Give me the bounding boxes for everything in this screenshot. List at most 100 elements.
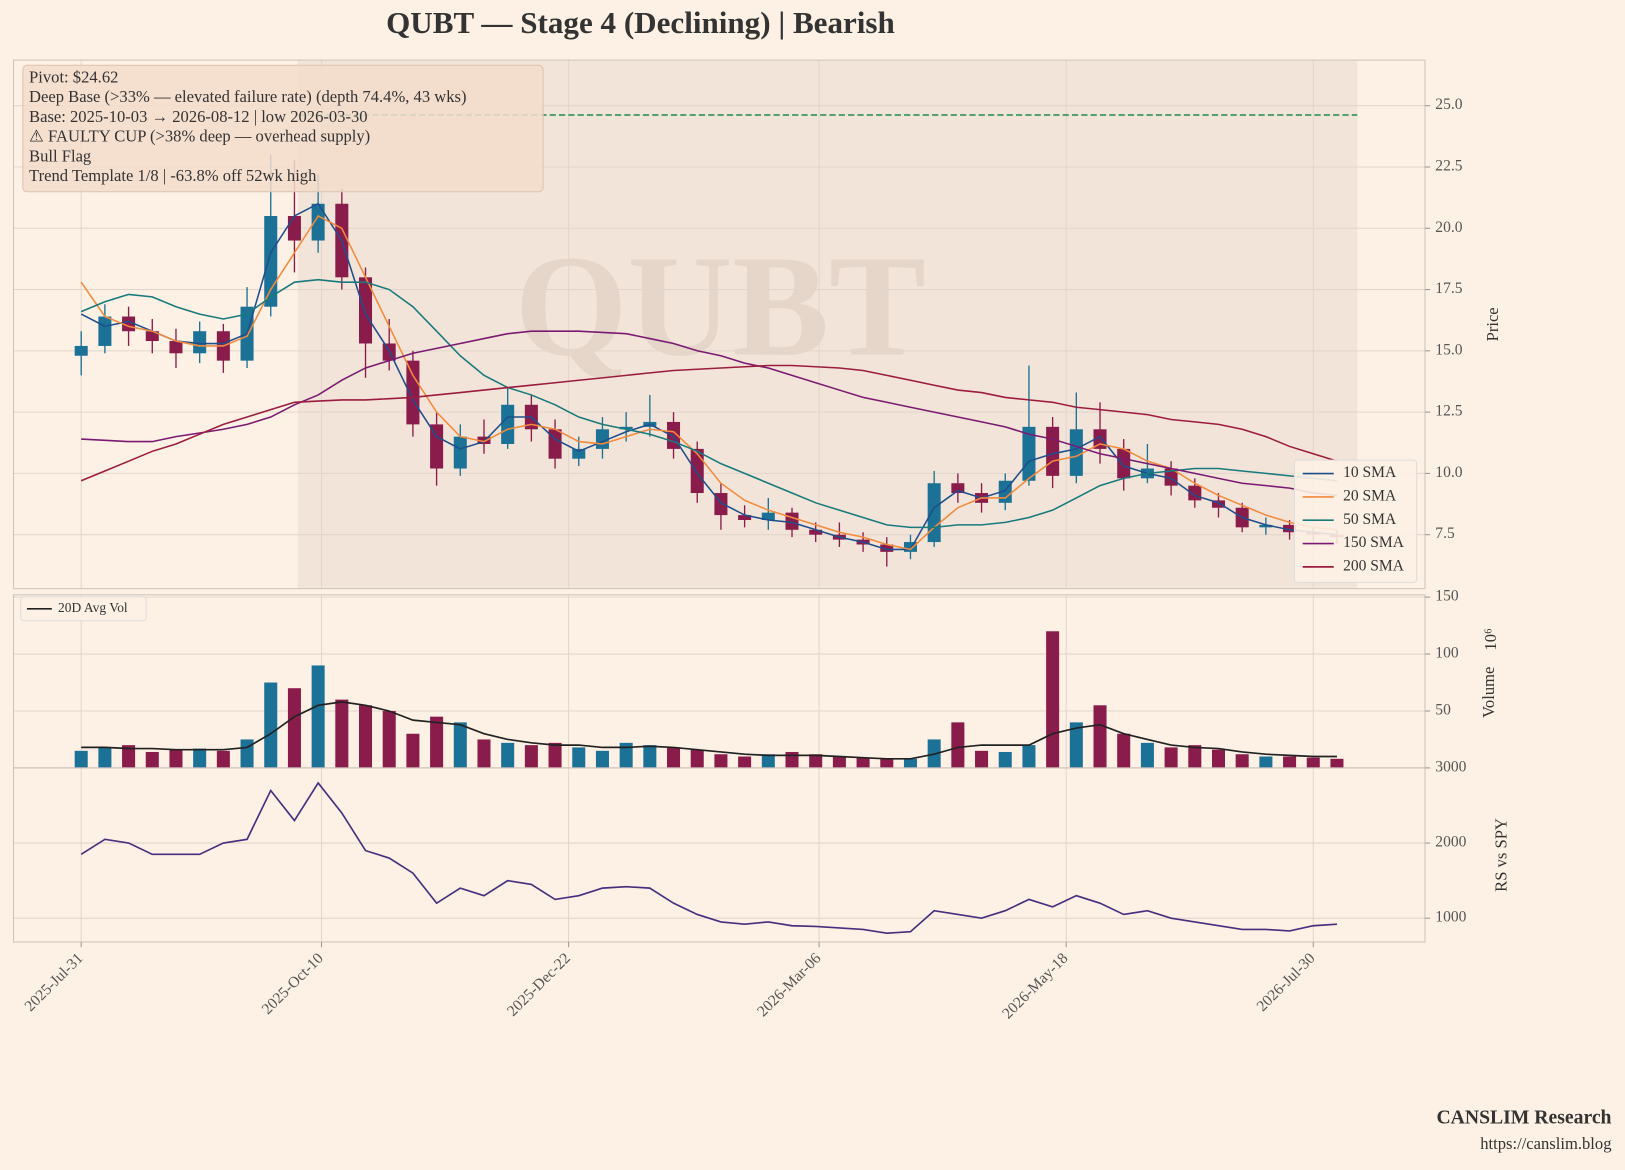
- annotation: ⚠ FAULTY CUP (>38% deep — overhead suppl…: [29, 127, 370, 146]
- candle-body: [477, 436, 491, 444]
- volume-offset-label: 10⁶: [1481, 628, 1500, 651]
- volume-bar: [1093, 705, 1107, 768]
- footer-url: https://canslim.blog: [1480, 1134, 1611, 1153]
- volume-bar: [785, 751, 799, 768]
- legend-label: 150 SMA: [1343, 534, 1405, 551]
- volume-bar: [240, 739, 254, 768]
- legend-label: 50 SMA: [1343, 511, 1397, 528]
- y-tick-label: 100: [1435, 645, 1459, 662]
- candle-body: [690, 448, 704, 494]
- candle-body: [406, 360, 420, 425]
- volume-bar: [643, 745, 657, 768]
- legend-box: [1293, 459, 1418, 583]
- y-tick-label: 3000: [1435, 758, 1466, 775]
- candle-body: [98, 316, 112, 346]
- volume-bar: [1306, 757, 1320, 768]
- candle-body: [430, 424, 444, 469]
- volume-bar: [1330, 758, 1344, 768]
- volume-bar: [856, 757, 870, 768]
- y-axis-label: Price: [1483, 307, 1502, 341]
- annotation: Deep Base (>33% — elevated failure rate)…: [29, 87, 466, 106]
- sma-line: [81, 330, 1338, 497]
- avg-volume-line: [81, 701, 1337, 760]
- volume-bar: [690, 749, 704, 768]
- volume-bar: [216, 750, 230, 768]
- annotation-box: [22, 64, 544, 193]
- volume-bar: [477, 739, 491, 768]
- y-tick-label: 7.5: [1435, 525, 1455, 542]
- annotation: Bull Flag: [29, 146, 91, 165]
- rs-line: [80, 781, 1338, 935]
- volume-bar: [1211, 749, 1226, 768]
- volume-bar: [998, 751, 1012, 768]
- volume-bar: [761, 754, 775, 768]
- volume-bar: [122, 745, 136, 768]
- volume-bar: [548, 742, 562, 768]
- volume-bar: [572, 747, 586, 768]
- annotation: Pivot: $24.62: [29, 68, 118, 87]
- candle-body: [548, 429, 562, 459]
- watermark: QUBT: [515, 227, 926, 387]
- volume-bar: [406, 733, 420, 768]
- candle-body: [501, 404, 515, 444]
- candle-body: [311, 203, 325, 241]
- y-tick-label: 25.0: [1435, 96, 1462, 113]
- volume-bar: [169, 749, 183, 768]
- volume-bar: [1164, 747, 1178, 768]
- volume-bar: [145, 751, 159, 768]
- candle-body: [1046, 426, 1060, 476]
- y-tick-label: 22.5: [1435, 158, 1462, 175]
- candle-body: [453, 436, 467, 469]
- y-tick-label: 20.0: [1435, 219, 1462, 236]
- candle-body: [287, 216, 301, 241]
- candle-body: [572, 448, 586, 459]
- candle-body: [169, 341, 183, 354]
- candle-body: [145, 331, 159, 342]
- chart-title: QUBT — Stage 4 (Declining) | Bearish: [386, 5, 895, 40]
- volume-bar: [880, 758, 894, 768]
- footer-brand: CANSLIM Research: [1436, 1107, 1611, 1129]
- volume-bar: [1117, 733, 1131, 768]
- candle-body: [264, 216, 278, 307]
- annotation: Base: 2025-10-03 → 2026-08-12 | low 2026…: [29, 107, 368, 126]
- y-tick-label: 17.5: [1435, 280, 1462, 297]
- legend-label: 200 SMA: [1343, 557, 1405, 574]
- volume-bar: [619, 742, 633, 768]
- rs-axis-label: RS vs SPY: [1491, 818, 1510, 892]
- volume-bar: [903, 758, 917, 768]
- volume-bar: [1235, 754, 1249, 768]
- volume-bar: [595, 750, 609, 768]
- volume-bar: [809, 754, 823, 768]
- volume-bar: [382, 710, 396, 768]
- legend-box: [20, 596, 147, 622]
- volume-bar: [287, 688, 301, 768]
- y-tick-label: 50: [1435, 702, 1451, 719]
- candle-body: [927, 483, 941, 543]
- volume-bar: [524, 745, 538, 768]
- volume-bar: [1022, 745, 1036, 768]
- volume-bar: [1188, 745, 1202, 768]
- volume-bar: [714, 754, 728, 768]
- y-tick-label: 2000: [1435, 834, 1466, 851]
- rs-frame: [12, 767, 1426, 943]
- volume-bar: [832, 756, 846, 768]
- volume-bar: [1140, 742, 1154, 768]
- volume-bar: [74, 750, 88, 768]
- candle-body: [903, 542, 917, 552]
- candle-body: [1211, 500, 1226, 508]
- volume-bar: [311, 665, 325, 768]
- sma-line: [80, 214, 1338, 551]
- candle-body: [1117, 448, 1131, 479]
- candle-body: [193, 331, 207, 354]
- candle-body: [74, 345, 88, 356]
- candle-body: [1022, 426, 1036, 481]
- price-frame: [12, 59, 1426, 590]
- legend-label: 10 SMA: [1343, 464, 1397, 481]
- candle-body: [359, 277, 373, 344]
- y-tick-label: 15.0: [1435, 341, 1462, 358]
- volume-bar: [453, 722, 467, 768]
- legend-label: 20D Avg Vol: [58, 600, 128, 615]
- volume-bar: [264, 682, 278, 768]
- candle-body: [761, 512, 775, 520]
